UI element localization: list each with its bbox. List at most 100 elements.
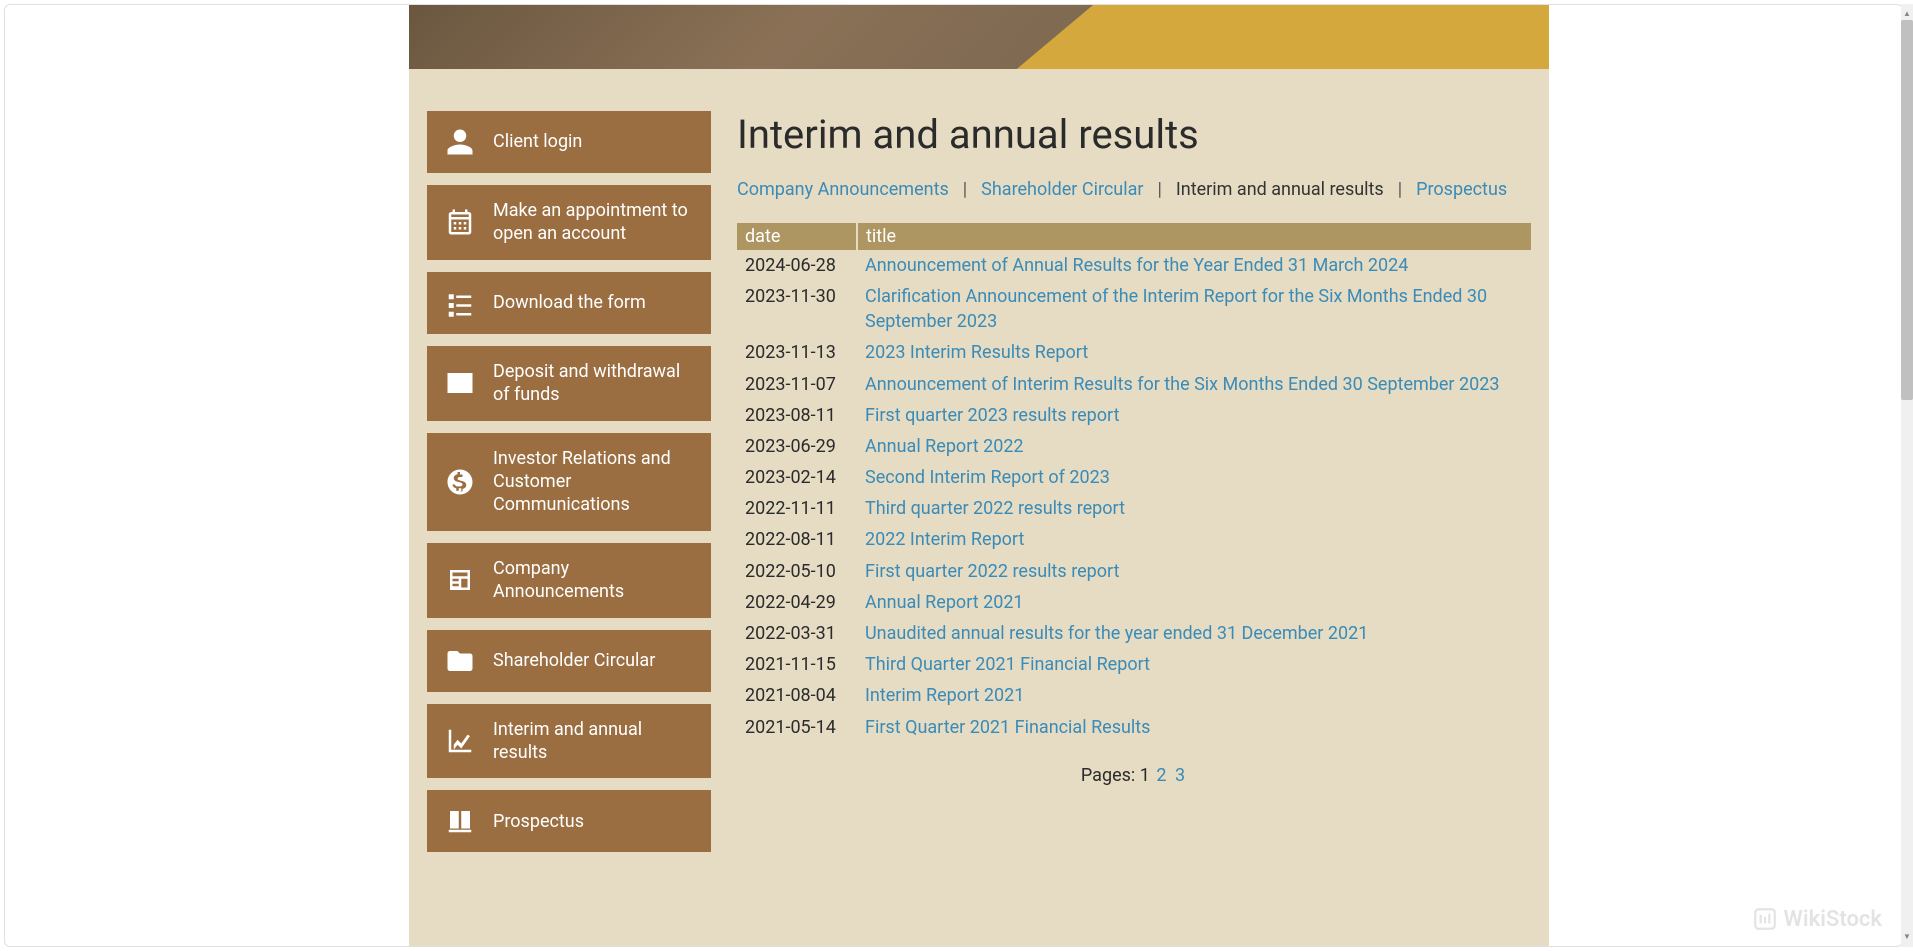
- content-area: Client login Make an appointment to open …: [409, 69, 1549, 864]
- cell-date: 2024-06-28: [737, 250, 857, 281]
- table-row: 2021-11-15Third Quarter 2021 Financial R…: [737, 649, 1531, 680]
- result-link[interactable]: Third quarter 2022 results report: [865, 498, 1125, 519]
- table-row: 2021-08-04Interim Report 2021: [737, 680, 1531, 711]
- page-title: Interim and annual results: [737, 111, 1531, 158]
- cell-date: 2021-05-14: [737, 712, 857, 743]
- table-row: 2022-05-10 First quarter 2022 results rep…: [737, 556, 1531, 587]
- sidebar-item-label: Investor Relations and Customer Communic…: [493, 447, 695, 517]
- result-link[interactable]: Annual Report 2022: [865, 436, 1024, 457]
- sidebar-item-form[interactable]: Download the form: [427, 272, 711, 334]
- sidebar-item-label: Interim and annual results: [493, 718, 695, 765]
- form-icon: [443, 286, 477, 320]
- pagination: Pages: 1 2 3: [737, 765, 1531, 786]
- cell-date: 2022-03-31: [737, 618, 857, 649]
- cell-date: 2022-11-11: [737, 493, 857, 524]
- sidebar-item-label: Client login: [493, 130, 582, 153]
- table-row: 2022-11-11 Third quarter 2022 results rep…: [737, 493, 1531, 524]
- pagination-current: 1: [1140, 765, 1155, 786]
- sidebar-item-folder[interactable]: Shareholder Circular: [427, 630, 711, 692]
- breadcrumb-current: Interim and annual results: [1176, 179, 1384, 200]
- result-link[interactable]: Interim Report 2021: [865, 685, 1024, 706]
- sidebar-item-chart[interactable]: Interim and annual results: [427, 704, 711, 779]
- watermark-text: WikiStock: [1784, 907, 1882, 932]
- cell-title: First Quarter 2021 Financial Results: [857, 712, 1531, 743]
- breadcrumb-nav: Company Announcements | Shareholder Circul…: [737, 176, 1531, 205]
- cell-title: Interim Report 2021: [857, 680, 1531, 711]
- result-link[interactable]: Clarification Announcement of the Interi…: [865, 286, 1487, 332]
- result-link[interactable]: Announcement of Interim Results for the …: [865, 374, 1499, 395]
- results-table: date title 2024-06-28 Announcement of Ann…: [737, 223, 1531, 743]
- pagination-link[interactable]: 2: [1156, 765, 1166, 786]
- table-row: 2023-11-30Clarification Announcement of …: [737, 281, 1531, 337]
- scrollbar-track[interactable]: ▲ ▼: [1901, 4, 1913, 947]
- cell-title: Unaudited annual results for the year en…: [857, 618, 1531, 649]
- table-row: 2023-02-14 Second Interim Report of 2023: [737, 462, 1531, 493]
- scroll-arrow-up-icon[interactable]: ▲: [1901, 8, 1913, 20]
- table-row: 2023-06-29Annual Report 2022: [737, 431, 1531, 462]
- dollar-icon: [443, 465, 477, 499]
- result-link[interactable]: First quarter 2022 results report: [865, 561, 1119, 582]
- sidebar-item-label: Download the form: [493, 291, 646, 314]
- sidebar-item-label: Deposit and withdrawal of funds: [493, 360, 695, 407]
- sidebar-item-label: Company Announcements: [493, 557, 695, 604]
- pagination-label: Pages:: [1081, 765, 1140, 786]
- table-row: 2023-11-07 Announcement of Interim Result…: [737, 369, 1531, 400]
- cell-title: First quarter 2022 results report: [857, 556, 1531, 587]
- cell-title: Annual Report 2022: [857, 431, 1531, 462]
- breadcrumb-separator: |: [963, 179, 967, 200]
- scroll-thumb[interactable]: [1901, 20, 1913, 400]
- result-link[interactable]: Annual Report 2021: [865, 592, 1024, 613]
- sidebar-item-user[interactable]: Client login: [427, 111, 711, 173]
- cell-title: 2023 Interim Results Report: [857, 337, 1531, 368]
- sidebar-item-book[interactable]: Prospectus: [427, 790, 711, 852]
- result-link[interactable]: Unaudited annual results for the year en…: [865, 623, 1368, 644]
- sidebar-item-calendar[interactable]: Make an appointment to open an account: [427, 185, 711, 260]
- cell-title: Annual Report 2021: [857, 587, 1531, 618]
- table-row: 2023-11-13 2023 Interim Results Report: [737, 337, 1531, 368]
- result-link[interactable]: First Quarter 2021 Financial Results: [865, 717, 1150, 738]
- cell-date: 2023-11-13: [737, 337, 857, 368]
- result-link[interactable]: Third Quarter 2021 Financial Report: [865, 654, 1150, 675]
- book-icon: [443, 804, 477, 838]
- table-header-date: date: [737, 223, 857, 250]
- result-link[interactable]: First quarter 2023 results report: [865, 405, 1119, 426]
- pagination-link[interactable]: 3: [1175, 765, 1185, 786]
- cell-title: Third Quarter 2021 Financial Report: [857, 649, 1531, 680]
- cell-date: 2022-05-10: [737, 556, 857, 587]
- table-row: 2023-08-11First quarter 2023 results rep…: [737, 400, 1531, 431]
- main-content: Interim and annual results Company Annou…: [737, 111, 1531, 864]
- cell-date: 2023-11-07: [737, 369, 857, 400]
- breadcrumb-link[interactable]: Prospectus: [1416, 179, 1507, 200]
- watermark: WikiStock: [1752, 906, 1882, 932]
- table-row: 2024-06-28 Announcement of Annual Results…: [737, 250, 1531, 281]
- result-link[interactable]: 2023 Interim Results Report: [865, 342, 1088, 363]
- hero-banner: [409, 5, 1549, 69]
- cell-title: Second Interim Report of 2023: [857, 462, 1531, 493]
- sidebar-item-news[interactable]: Company Announcements: [427, 543, 711, 618]
- table-row: 2021-05-14 First Quarter 2021 Financial R…: [737, 712, 1531, 743]
- sidebar-item-label: Shareholder Circular: [493, 649, 655, 672]
- cell-date: 2023-11-30: [737, 281, 857, 337]
- outer-frame: Client login Make an appointment to open …: [4, 4, 1903, 947]
- breadcrumb-link[interactable]: Company Announcements: [737, 179, 949, 200]
- cell-date: 2022-04-29: [737, 587, 857, 618]
- cell-title: Third quarter 2022 results report: [857, 493, 1531, 524]
- sidebar-item-envelope[interactable]: Deposit and withdrawal of funds: [427, 346, 711, 421]
- watermark-icon: [1752, 906, 1778, 932]
- table-row: 2022-08-112022 Interim Report: [737, 524, 1531, 555]
- sidebar-item-dollar[interactable]: Investor Relations and Customer Communic…: [427, 433, 711, 531]
- table-row: 2022-03-31 Unaudited annual results for t…: [737, 618, 1531, 649]
- sidebar-item-label: Prospectus: [493, 810, 584, 833]
- scroll-arrow-down-icon[interactable]: ▼: [1901, 931, 1913, 943]
- table-header-title: title: [857, 223, 1531, 250]
- cell-title: 2022 Interim Report: [857, 524, 1531, 555]
- sidebar-item-label: Make an appointment to open an account: [493, 199, 695, 246]
- result-link[interactable]: Announcement of Annual Results for the Y…: [865, 255, 1408, 276]
- breadcrumb-link[interactable]: Shareholder Circular: [981, 179, 1143, 200]
- cell-title: Announcement of Interim Results for the …: [857, 369, 1531, 400]
- cell-date: 2023-02-14: [737, 462, 857, 493]
- result-link[interactable]: Second Interim Report of 2023: [865, 467, 1110, 488]
- result-link[interactable]: 2022 Interim Report: [865, 529, 1024, 550]
- page-container: Client login Make an appointment to open …: [409, 5, 1549, 946]
- user-icon: [443, 125, 477, 159]
